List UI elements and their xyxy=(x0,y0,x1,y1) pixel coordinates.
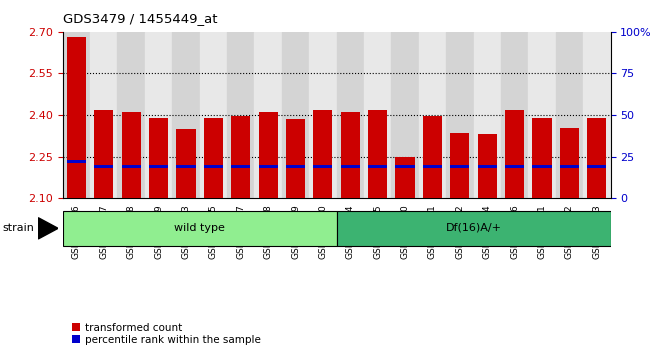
Legend: transformed count, percentile rank within the sample: transformed count, percentile rank withi… xyxy=(68,319,265,349)
Bar xyxy=(231,116,250,198)
Bar xyxy=(117,32,145,198)
Bar xyxy=(204,165,223,168)
Bar xyxy=(341,165,360,168)
Bar xyxy=(391,32,418,198)
Bar xyxy=(94,165,114,168)
Bar xyxy=(423,165,442,168)
Bar xyxy=(227,32,255,198)
Bar xyxy=(556,32,583,198)
Bar xyxy=(121,112,141,198)
Bar xyxy=(145,32,172,198)
Text: Df(16)A/+: Df(16)A/+ xyxy=(446,223,502,233)
Bar xyxy=(533,165,552,168)
Bar xyxy=(176,165,195,168)
Bar xyxy=(341,112,360,198)
Text: strain: strain xyxy=(2,223,34,233)
Bar xyxy=(395,157,414,198)
Bar xyxy=(501,32,529,198)
Bar xyxy=(231,165,250,168)
Bar xyxy=(286,119,305,198)
Bar xyxy=(67,38,86,198)
Bar xyxy=(587,165,607,168)
Bar xyxy=(286,165,305,168)
Bar xyxy=(478,135,497,198)
Bar xyxy=(505,165,524,168)
Bar xyxy=(560,127,579,198)
Bar xyxy=(90,32,117,198)
Bar xyxy=(259,165,278,168)
Bar xyxy=(337,32,364,198)
Text: wild type: wild type xyxy=(174,223,225,233)
Bar xyxy=(176,129,195,198)
Polygon shape xyxy=(38,218,58,239)
Bar xyxy=(149,165,168,168)
Bar xyxy=(172,32,200,198)
Bar xyxy=(199,32,227,198)
Bar xyxy=(63,32,90,198)
Bar xyxy=(418,32,446,198)
Bar xyxy=(560,165,579,168)
Text: GDS3479 / 1455449_at: GDS3479 / 1455449_at xyxy=(63,12,217,25)
FancyBboxPatch shape xyxy=(337,211,610,246)
Bar xyxy=(583,32,611,198)
Bar xyxy=(446,32,473,198)
FancyBboxPatch shape xyxy=(63,211,337,246)
Bar xyxy=(529,32,556,198)
Bar xyxy=(474,32,501,198)
Bar xyxy=(282,32,309,198)
Bar xyxy=(368,165,387,168)
Bar xyxy=(450,133,469,198)
Bar xyxy=(67,160,86,163)
Bar xyxy=(149,118,168,198)
Bar xyxy=(314,165,333,168)
Bar xyxy=(94,109,114,198)
Bar xyxy=(505,109,524,198)
Bar xyxy=(450,165,469,168)
Bar xyxy=(533,118,552,198)
Bar xyxy=(255,32,282,198)
Bar xyxy=(314,109,333,198)
Bar xyxy=(587,118,607,198)
Bar xyxy=(368,109,387,198)
Bar xyxy=(395,165,414,168)
Bar xyxy=(309,32,337,198)
Bar xyxy=(364,32,391,198)
Bar xyxy=(423,116,442,198)
Bar xyxy=(121,165,141,168)
Bar xyxy=(259,112,278,198)
Bar xyxy=(204,118,223,198)
Bar xyxy=(478,165,497,168)
